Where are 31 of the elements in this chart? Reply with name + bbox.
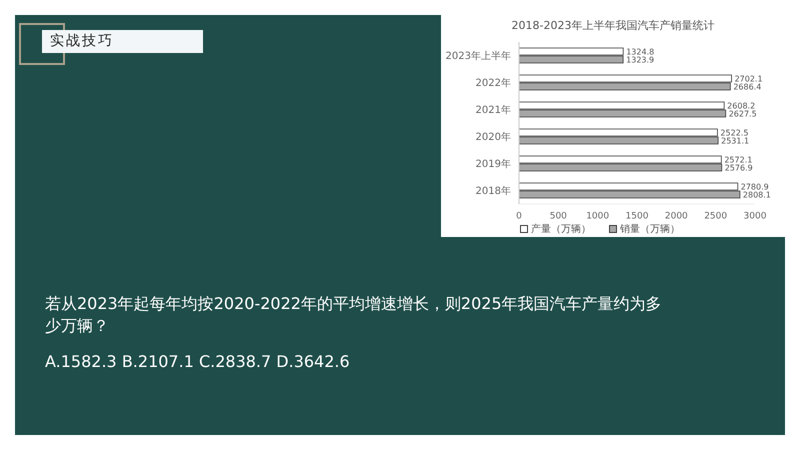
legend-label: 销量（万辆） (619, 223, 680, 236)
x-tick-label: 2500 (704, 211, 728, 222)
data-label: 2531.1 (721, 136, 750, 146)
data-label: 1324.8 (626, 47, 654, 56)
y-tick-label: 2018年 (476, 185, 511, 198)
x-tick-label: 3000 (744, 211, 767, 222)
x-tick-label: 500 (550, 211, 568, 222)
x-tick-label: 0 (516, 211, 522, 222)
text: A.1582.3 B.2107.1 C.2838.7 D.3642.6 (45, 351, 351, 373)
y-tick-label: 2020年 (476, 131, 511, 144)
text: 实战技巧 (42, 30, 203, 53)
data-label: 2572.1 (724, 155, 752, 164)
data-label: 2627.5 (728, 109, 757, 118)
data-label: 2808.1 (742, 190, 771, 200)
y-tick-label: 2022年 (476, 77, 511, 90)
data-label: 2686.4 (733, 82, 762, 92)
data-label: 1323.9 (626, 55, 654, 64)
text: 若从2023年起每年均按2020-2022年的平均增速增长，则2025年我国汽车产量约为多少万辆？ (45, 293, 663, 337)
x-tick-label: 1500 (626, 211, 649, 222)
x-tick-label: 2000 (664, 211, 688, 222)
x-tick-label: 1000 (586, 211, 610, 222)
y-tick-label: 2019年 (476, 158, 511, 170)
y-tick-label: 2021年 (476, 104, 511, 116)
data-label: 2576.9 (724, 163, 753, 172)
y-tick-label: 2023年上半年 (446, 50, 511, 62)
data-label: 2522.5 (720, 128, 748, 138)
data-label: 2608.2 (727, 101, 756, 110)
data-label: 2780.9 (740, 182, 769, 192)
data-label: 2702.1 (734, 74, 763, 84)
legend-label: 产量（万辆） (530, 222, 591, 236)
chart-title: 2018-2023年上半年我国汽车产销量统计 (510, 18, 716, 34)
